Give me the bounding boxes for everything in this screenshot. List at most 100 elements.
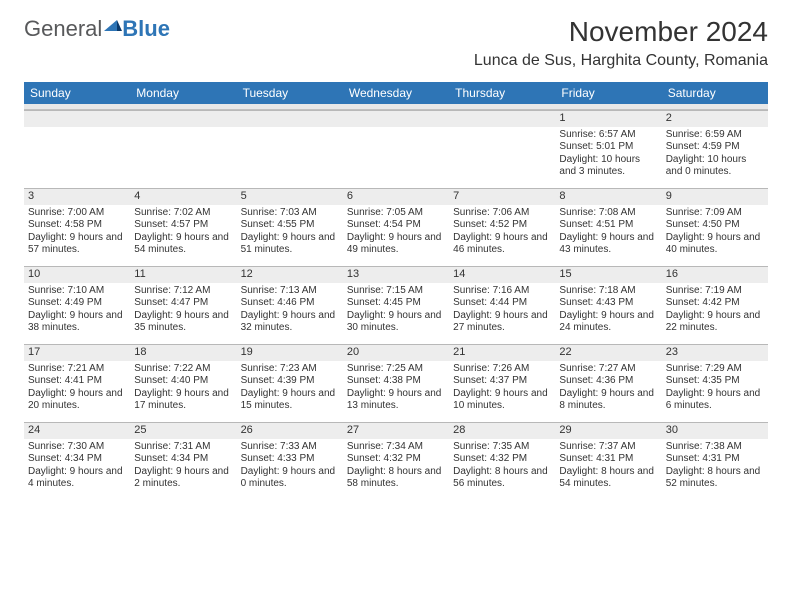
- sunset-line: Sunset: 4:31 PM: [559, 453, 657, 466]
- calendar-grid: SundayMondayTuesdayWednesdayThursdayFrid…: [24, 82, 768, 500]
- sunset-line: Sunset: 4:34 PM: [28, 453, 126, 466]
- week-row: 10Sunrise: 7:10 AMSunset: 4:49 PMDayligh…: [24, 266, 768, 344]
- day-number: 28: [449, 423, 555, 439]
- sunrise-line: Sunrise: 7:26 AM: [453, 363, 551, 376]
- sunset-line: Sunset: 4:50 PM: [666, 219, 764, 232]
- sunrise-line: Sunrise: 7:33 AM: [241, 441, 339, 454]
- sunrise-line: Sunrise: 7:08 AM: [559, 207, 657, 220]
- sunset-line: Sunset: 4:59 PM: [666, 141, 764, 154]
- day-number: 21: [449, 345, 555, 361]
- sunrise-line: Sunrise: 7:16 AM: [453, 285, 551, 298]
- sunset-line: Sunset: 4:41 PM: [28, 375, 126, 388]
- day-number: 29: [555, 423, 661, 439]
- daylight-line: Daylight: 9 hours and 15 minutes.: [241, 388, 339, 413]
- sunrise-line: Sunrise: 7:02 AM: [134, 207, 232, 220]
- weekday-header-row: SundayMondayTuesdayWednesdayThursdayFrid…: [24, 82, 768, 104]
- empty-cell: [237, 110, 343, 188]
- day-cell: 13Sunrise: 7:15 AMSunset: 4:45 PMDayligh…: [343, 266, 449, 344]
- daylight-line: Daylight: 8 hours and 54 minutes.: [559, 466, 657, 491]
- weekday-header: Wednesday: [343, 82, 449, 104]
- sunset-line: Sunset: 4:46 PM: [241, 297, 339, 310]
- day-cell: 8Sunrise: 7:08 AMSunset: 4:51 PMDaylight…: [555, 188, 661, 266]
- daylight-line: Daylight: 9 hours and 2 minutes.: [134, 466, 232, 491]
- sunset-line: Sunset: 4:45 PM: [347, 297, 445, 310]
- day-cell: 4 Sunrise: 7:02 AMSunset: 4:57 PMDaylight…: [130, 188, 236, 266]
- sunrise-line: Sunrise: 7:05 AM: [347, 207, 445, 220]
- sunset-line: Sunset: 5:01 PM: [559, 141, 657, 154]
- day-number: 5: [237, 189, 343, 205]
- day-number: 25: [130, 423, 236, 439]
- day-cell: 14Sunrise: 7:16 AMSunset: 4:44 PMDayligh…: [449, 266, 555, 344]
- sunrise-line: Sunrise: 7:22 AM: [134, 363, 232, 376]
- daylight-line: Daylight: 9 hours and 22 minutes.: [666, 310, 764, 335]
- logo-text-2: Blue: [122, 16, 170, 42]
- sunrise-line: Sunrise: 7:03 AM: [241, 207, 339, 220]
- empty-daynum: [343, 111, 449, 127]
- day-cell: 18Sunrise: 7:22 AMSunset: 4:40 PMDayligh…: [130, 344, 236, 422]
- sunrise-line: Sunrise: 7:38 AM: [666, 441, 764, 454]
- day-number: 10: [24, 267, 130, 283]
- sunrise-line: Sunrise: 7:23 AM: [241, 363, 339, 376]
- day-cell: 26Sunrise: 7:33 AMSunset: 4:33 PMDayligh…: [237, 422, 343, 500]
- location-subtitle: Lunca de Sus, Harghita County, Romania: [474, 52, 768, 70]
- empty-cell: [24, 110, 130, 188]
- sunrise-line: Sunrise: 7:29 AM: [666, 363, 764, 376]
- day-cell: 28Sunrise: 7:35 AMSunset: 4:32 PMDayligh…: [449, 422, 555, 500]
- sunrise-line: Sunrise: 7:13 AM: [241, 285, 339, 298]
- logo: General Blue: [24, 16, 170, 42]
- sunset-line: Sunset: 4:34 PM: [134, 453, 232, 466]
- sunset-line: Sunset: 4:31 PM: [666, 453, 764, 466]
- sunrise-line: Sunrise: 7:35 AM: [453, 441, 551, 454]
- weeks-container: 1Sunrise: 6:57 AMSunset: 5:01 PMDaylight…: [24, 110, 768, 500]
- sunset-line: Sunset: 4:51 PM: [559, 219, 657, 232]
- day-number: 4: [130, 189, 236, 205]
- day-number: 16: [662, 267, 768, 283]
- daylight-line: Daylight: 9 hours and 35 minutes.: [134, 310, 232, 335]
- weekday-header: Sunday: [24, 82, 130, 104]
- day-cell: 3Sunrise: 7:00 AMSunset: 4:58 PMDaylight…: [24, 188, 130, 266]
- daylight-line: Daylight: 9 hours and 57 minutes.: [28, 232, 126, 257]
- week-row: 17Sunrise: 7:21 AMSunset: 4:41 PMDayligh…: [24, 344, 768, 422]
- day-number: 3: [24, 189, 130, 205]
- sunset-line: Sunset: 4:52 PM: [453, 219, 551, 232]
- day-cell: 2Sunrise: 6:59 AMSunset: 4:59 PMDaylight…: [662, 110, 768, 188]
- weekday-header: Tuesday: [237, 82, 343, 104]
- daylight-line: Daylight: 9 hours and 24 minutes.: [559, 310, 657, 335]
- daylight-line: Daylight: 9 hours and 4 minutes.: [28, 466, 126, 491]
- empty-daynum: [449, 111, 555, 127]
- day-number: 1: [555, 111, 661, 127]
- empty-daynum: [237, 111, 343, 127]
- sunrise-line: Sunrise: 7:19 AM: [666, 285, 764, 298]
- sunset-line: Sunset: 4:49 PM: [28, 297, 126, 310]
- week-row: 3Sunrise: 7:00 AMSunset: 4:58 PMDaylight…: [24, 188, 768, 266]
- day-cell: 16Sunrise: 7:19 AMSunset: 4:42 PMDayligh…: [662, 266, 768, 344]
- daylight-line: Daylight: 9 hours and 54 minutes.: [134, 232, 232, 257]
- sunset-line: Sunset: 4:32 PM: [453, 453, 551, 466]
- daylight-line: Daylight: 8 hours and 52 minutes.: [666, 466, 764, 491]
- day-number: 2: [662, 111, 768, 127]
- day-number: 15: [555, 267, 661, 283]
- sunset-line: Sunset: 4:47 PM: [134, 297, 232, 310]
- weekday-header: Friday: [555, 82, 661, 104]
- day-number: 7: [449, 189, 555, 205]
- sunrise-line: Sunrise: 7:31 AM: [134, 441, 232, 454]
- sunset-line: Sunset: 4:38 PM: [347, 375, 445, 388]
- day-number: 18: [130, 345, 236, 361]
- sunset-line: Sunset: 4:33 PM: [241, 453, 339, 466]
- day-number: 13: [343, 267, 449, 283]
- day-cell: 27Sunrise: 7:34 AMSunset: 4:32 PMDayligh…: [343, 422, 449, 500]
- empty-daynum: [24, 111, 130, 127]
- day-cell: 20Sunrise: 7:25 AMSunset: 4:38 PMDayligh…: [343, 344, 449, 422]
- day-number: 12: [237, 267, 343, 283]
- sunset-line: Sunset: 4:57 PM: [134, 219, 232, 232]
- sunset-line: Sunset: 4:32 PM: [347, 453, 445, 466]
- daylight-line: Daylight: 9 hours and 0 minutes.: [241, 466, 339, 491]
- day-cell: 30Sunrise: 7:38 AMSunset: 4:31 PMDayligh…: [662, 422, 768, 500]
- sunrise-line: Sunrise: 7:37 AM: [559, 441, 657, 454]
- sunrise-line: Sunrise: 7:12 AM: [134, 285, 232, 298]
- sunset-line: Sunset: 4:36 PM: [559, 375, 657, 388]
- daylight-line: Daylight: 9 hours and 17 minutes.: [134, 388, 232, 413]
- logo-text-1: General: [24, 16, 102, 42]
- day-number: 20: [343, 345, 449, 361]
- daylight-line: Daylight: 9 hours and 8 minutes.: [559, 388, 657, 413]
